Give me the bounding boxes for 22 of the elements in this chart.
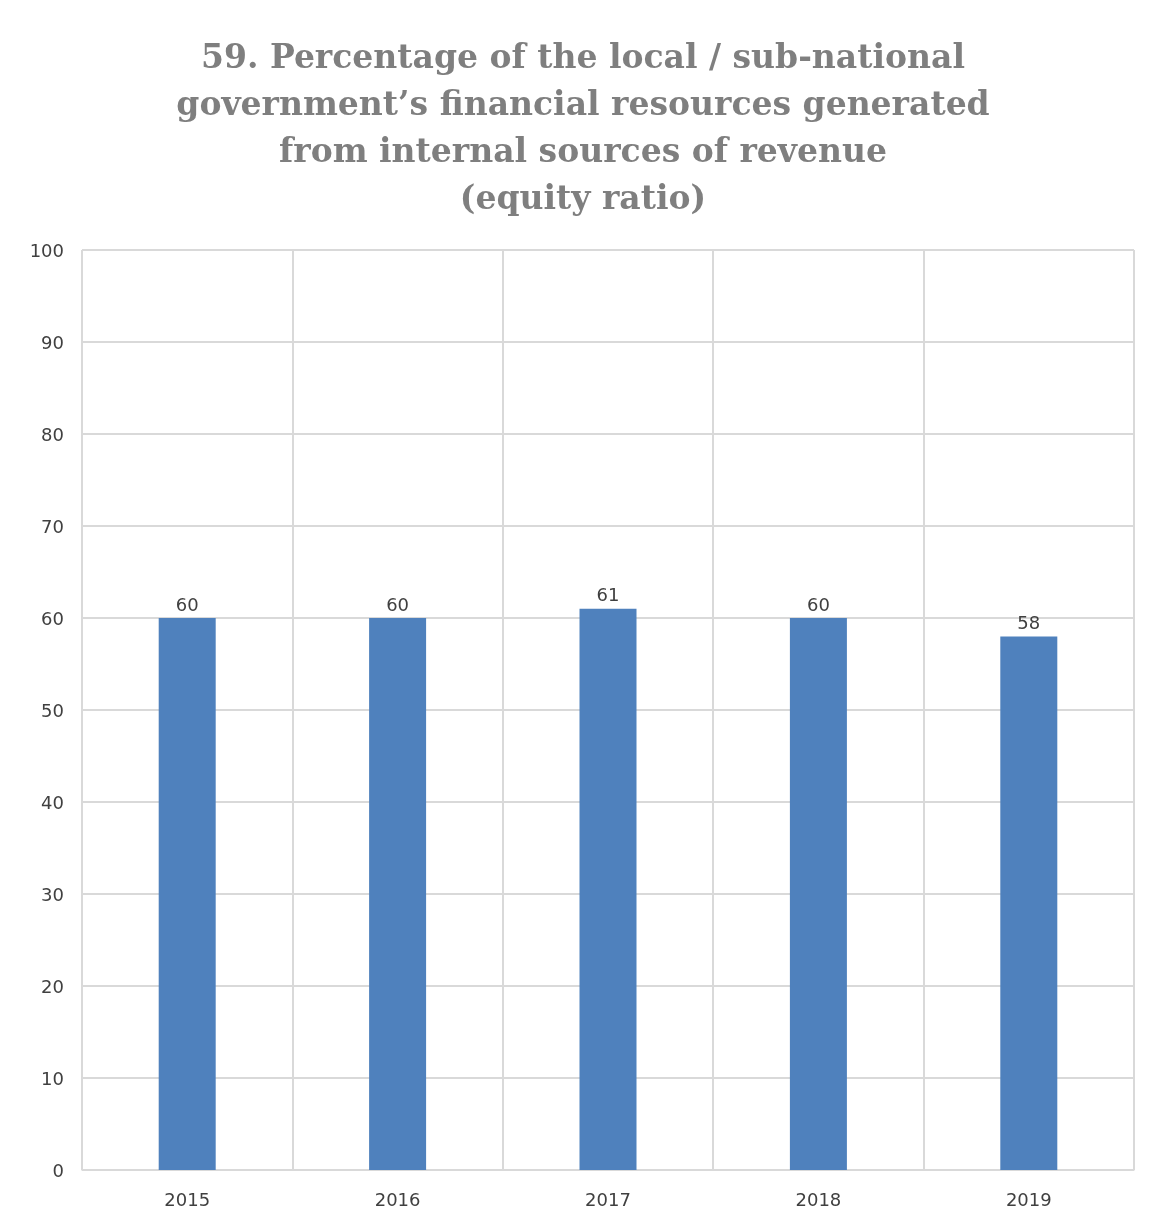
data-label: 60 bbox=[806, 593, 830, 615]
data-label: 60 bbox=[386, 593, 410, 615]
y-tick-label: 80 bbox=[41, 423, 64, 445]
y-tick-label: 10 bbox=[41, 1067, 64, 1089]
x-tick-label: 2017 bbox=[585, 1188, 631, 1210]
x-tick-label: 2015 bbox=[164, 1188, 211, 1210]
y-tick-label: 70 bbox=[41, 515, 64, 537]
y-tick-label: 0 bbox=[52, 1159, 64, 1181]
chart-title: 59. Percentage of the local / sub-national government’s financial resources generated from internal sources of revenue (equity ratio) bbox=[176, 37, 990, 217]
y-tick-label: 20 bbox=[41, 975, 64, 997]
y-tick-label: 100 bbox=[29, 239, 64, 261]
data-label: 58 bbox=[1017, 611, 1041, 633]
y-tick-label: 90 bbox=[41, 331, 64, 353]
data-label: 61 bbox=[596, 584, 620, 606]
y-tick-label: 30 bbox=[41, 883, 64, 905]
x-tick-label: 2019 bbox=[1005, 1188, 1052, 1210]
x-tick-label: 2016 bbox=[374, 1188, 421, 1210]
data-label: 60 bbox=[175, 593, 199, 615]
y-tick-label: 60 bbox=[41, 607, 64, 629]
y-tick-label: 50 bbox=[41, 699, 64, 721]
x-tick-label: 2018 bbox=[795, 1188, 842, 1210]
y-tick-label: 40 bbox=[41, 791, 64, 813]
